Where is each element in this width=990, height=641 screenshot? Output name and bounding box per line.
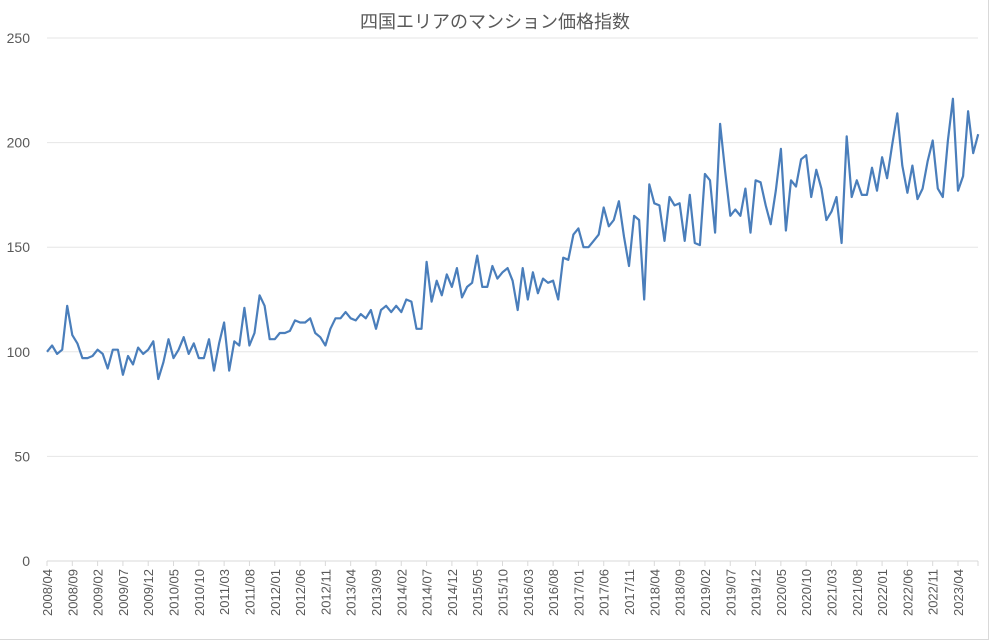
x-tick-label: 2020/05 xyxy=(774,569,789,616)
x-tick-label: 2009/12 xyxy=(141,569,156,616)
x-tick-label: 2023/04 xyxy=(951,569,966,616)
y-tick-label: 0 xyxy=(22,553,30,569)
x-tick-label: 2010/05 xyxy=(167,569,182,616)
x-tick-label: 2011/08 xyxy=(242,569,257,615)
x-tick-label: 2015/10 xyxy=(496,569,511,616)
x-tick-label: 2019/12 xyxy=(749,569,764,616)
x-tick-label: 2010/10 xyxy=(192,569,207,616)
x-tick-label: 2014/12 xyxy=(445,569,460,616)
x-tick-label: 2014/07 xyxy=(420,569,435,616)
x-tick-label: 2009/07 xyxy=(116,569,131,616)
x-tick-label: 2019/02 xyxy=(698,569,713,616)
x-tick-label: 2011/03 xyxy=(217,569,232,615)
x-tick-label: 2013/09 xyxy=(369,569,384,616)
x-tick-label: 2022/01 xyxy=(875,569,890,616)
x-tick-label: 2022/11 xyxy=(926,569,941,615)
y-axis: 0 50 100 150 200 250 xyxy=(7,30,31,569)
x-tick-label: 2019/07 xyxy=(723,569,738,616)
x-tick-label: 2012/01 xyxy=(268,569,283,616)
y-tick-label: 150 xyxy=(7,239,31,255)
x-tick-label: 2018/04 xyxy=(647,569,662,616)
x-tick-label: 2021/08 xyxy=(850,569,865,616)
x-tick-label: 2020/10 xyxy=(799,569,814,616)
x-tick-label: 2013/04 xyxy=(344,569,359,616)
x-tick-label: 2009/02 xyxy=(91,569,106,616)
x-tick-label: 2012/06 xyxy=(293,569,308,616)
x-tick-label: 2017/01 xyxy=(571,569,586,616)
x-tick-label: 2022/06 xyxy=(900,569,915,616)
x-tick-label: 2016/03 xyxy=(521,569,536,616)
x-axis: 2008/04 2008/09 2009/02 2009/07 2009/12 2010/… xyxy=(40,561,979,616)
x-tick-label: 2008/04 xyxy=(40,569,55,616)
x-tick-label: 2014/02 xyxy=(394,569,409,616)
x-tick-label: 2015/05 xyxy=(470,569,485,616)
gridlines xyxy=(47,37,978,562)
x-tick-label: 2012/11 xyxy=(318,569,333,615)
x-tick-label: 2021/03 xyxy=(824,569,839,616)
x-tick-label: 2016/08 xyxy=(546,569,561,616)
x-tick-label: 2017/11 xyxy=(622,569,637,615)
data-line xyxy=(46,97,980,381)
y-tick-label: 100 xyxy=(7,344,31,360)
y-tick-label: 50 xyxy=(14,448,30,464)
x-tick-label: 2018/09 xyxy=(673,569,688,616)
y-tick-label: 250 xyxy=(7,30,31,46)
y-tick-label: 200 xyxy=(7,135,31,151)
x-tick-label: 2008/09 xyxy=(65,569,80,616)
x-tick-label: 2017/06 xyxy=(597,569,612,616)
chart-title: 四国エリアのマンション価格指数 xyxy=(360,12,630,33)
